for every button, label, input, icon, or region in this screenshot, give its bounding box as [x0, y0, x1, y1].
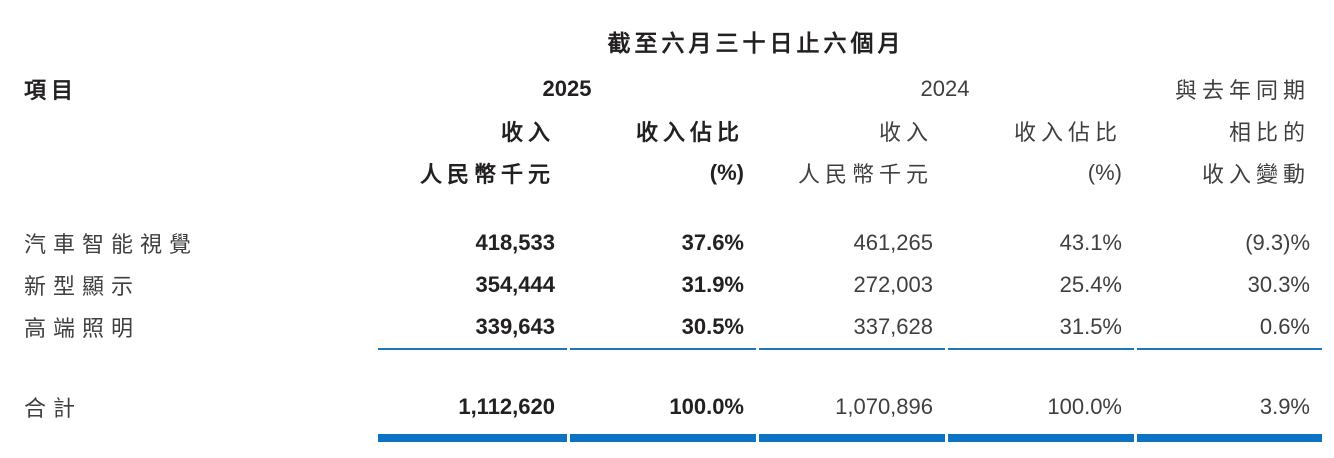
total-rule — [24, 434, 1322, 442]
share-2024-value: 43.1% — [1059, 230, 1122, 255]
subtotal-rule — [24, 348, 1322, 350]
spacer-row — [24, 350, 1322, 386]
subheader-row-1: 收入 收入佔比 收入 收入佔比 相比的 — [24, 110, 1322, 152]
header-revenue-unit-2025: 人民幣千元 — [419, 162, 555, 187]
revenue-2025-value: 354,444 — [475, 272, 555, 297]
total-share-2025: 100.0% — [669, 394, 744, 419]
rule-segment — [756, 434, 945, 442]
revenue-2024-value: 272,003 — [853, 272, 933, 297]
header-revenue-2025: 收入 — [500, 120, 555, 145]
table-row-total: 合計 1,112,620 100.0% 1,070,896 100.0% 3.9… — [24, 386, 1322, 428]
table-row-high-end-lighting: 高端照明 339,643 30.5% 337,628 31.5% 0.6% — [24, 306, 1322, 348]
rule-segment — [1134, 434, 1322, 442]
item-column-header: 項目 — [24, 78, 79, 103]
header-share-2024: 收入佔比 — [1013, 120, 1122, 145]
change-value: 0.6% — [1259, 314, 1310, 339]
revenue-2025-value: 339,643 — [475, 314, 555, 339]
rule-segment — [567, 348, 756, 350]
rule-segment — [378, 348, 567, 350]
rule-segment — [567, 434, 756, 442]
row-label: 高端照明 — [24, 316, 141, 341]
revenue-2024-value: 461,265 — [853, 230, 933, 255]
year-2025-header: 2025 — [542, 76, 592, 101]
header-revenue-unit-2024: 人民幣千元 — [797, 162, 933, 187]
change-value: (9.3)% — [1245, 230, 1310, 255]
rule-segment — [1134, 348, 1322, 350]
revenue-2025-value: 418,533 — [475, 230, 555, 255]
share-2024-value: 25.4% — [1059, 272, 1122, 297]
subheader-row-2: 人民幣千元 (%) 人民幣千元 (%) 收入變動 — [24, 152, 1322, 194]
total-revenue-2025: 1,112,620 — [458, 394, 555, 419]
share-2025-value: 37.6% — [681, 230, 744, 255]
header-share-unit-2024: (%) — [1087, 160, 1122, 185]
header-share-unit-2025: (%) — [709, 160, 744, 185]
table-row-auto-vision: 汽車智能視覺 418,533 37.6% 461,265 43.1% (9.3)… — [24, 222, 1322, 264]
total-change: 3.9% — [1259, 394, 1310, 419]
change-value: 30.3% — [1247, 272, 1310, 297]
rule-segment — [945, 348, 1134, 350]
segment-revenue-table: 截至六月三十日止六個月 項目 2025 2024 與去年同期 收入 收入佔比 收… — [24, 24, 1322, 442]
rule-segment — [945, 434, 1134, 442]
share-2025-value: 31.9% — [681, 272, 744, 297]
table-row-new-display: 新型顯示 354,444 31.9% 272,003 25.4% 30.3% — [24, 264, 1322, 306]
header-share-2025: 收入佔比 — [635, 120, 744, 145]
total-share-2024: 100.0% — [1047, 394, 1122, 419]
rule-segment — [756, 348, 945, 350]
share-2025-value: 30.5% — [681, 314, 744, 339]
total-label: 合計 — [24, 396, 83, 421]
period-title: 截至六月三十日止六個月 — [607, 30, 905, 56]
share-2024-value: 31.5% — [1059, 314, 1122, 339]
year-header-row: 項目 2025 2024 與去年同期 — [24, 68, 1322, 110]
change-header-line-1: 與去年同期 — [1174, 78, 1310, 103]
change-header-line-3: 收入變動 — [1201, 162, 1310, 187]
rule-segment — [378, 434, 567, 442]
year-2024-header: 2024 — [920, 76, 970, 101]
row-label: 新型顯示 — [24, 274, 141, 299]
revenue-2024-value: 337,628 — [853, 314, 933, 339]
period-title-row: 截至六月三十日止六個月 — [24, 24, 1322, 68]
header-revenue-2024: 收入 — [878, 120, 933, 145]
row-label: 汽車智能視覺 — [24, 232, 199, 257]
total-revenue-2024: 1,070,896 — [835, 394, 933, 419]
change-header-line-2: 相比的 — [1228, 120, 1310, 145]
spacer-row — [24, 194, 1322, 222]
